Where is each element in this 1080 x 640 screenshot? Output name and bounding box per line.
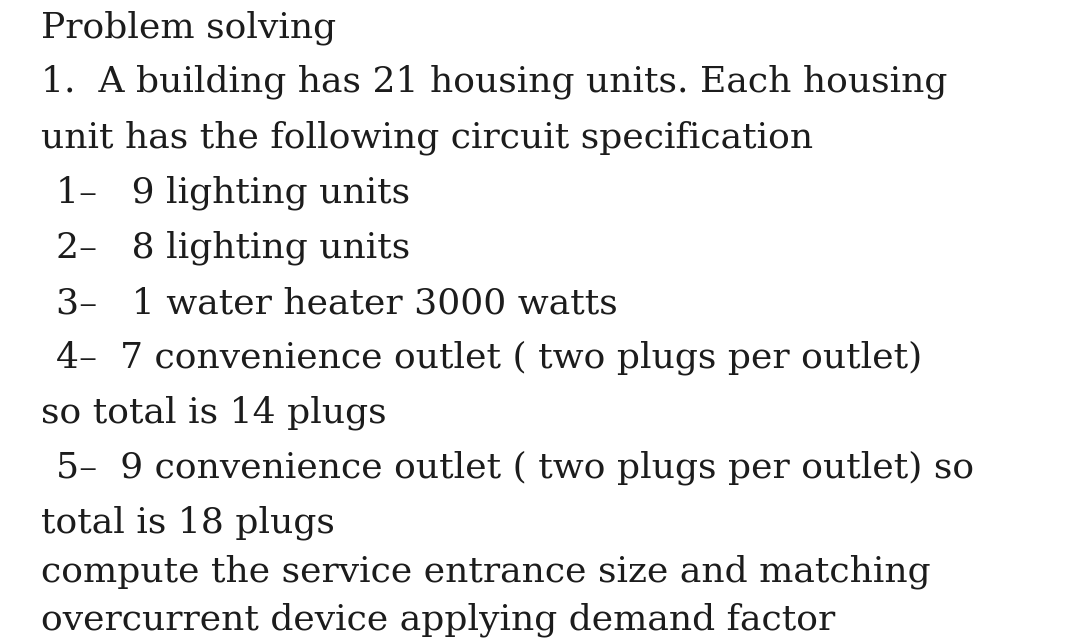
Text: 5–  9 convenience outlet ( two plugs per outlet) so: 5– 9 convenience outlet ( two plugs per …: [56, 451, 974, 485]
Text: overcurrent device applying demand factor: overcurrent device applying demand facto…: [41, 602, 835, 637]
Text: 4–  7 convenience outlet ( two plugs per outlet): 4– 7 convenience outlet ( two plugs per …: [56, 340, 922, 375]
Text: 1.  A building has 21 housing units. Each housing: 1. A building has 21 housing units. Each…: [41, 65, 947, 99]
Text: so total is 14 plugs: so total is 14 plugs: [41, 396, 387, 430]
Text: 1–   9 lighting units: 1– 9 lighting units: [56, 175, 410, 210]
Text: compute the service entrance size and matching: compute the service entrance size and ma…: [41, 555, 931, 589]
Text: Problem solving: Problem solving: [41, 10, 336, 45]
Text: total is 18 plugs: total is 18 plugs: [41, 506, 335, 540]
Text: 3–   1 water heater 3000 watts: 3– 1 water heater 3000 watts: [56, 286, 618, 320]
Text: 2–   8 lighting units: 2– 8 lighting units: [56, 230, 410, 265]
Text: unit has the following circuit specification: unit has the following circuit specifica…: [41, 120, 813, 155]
